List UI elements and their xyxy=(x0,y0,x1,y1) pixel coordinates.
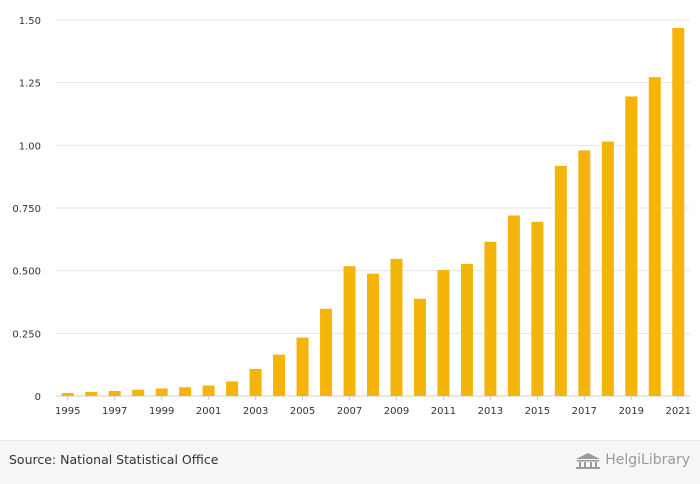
bar-2012[interactable] xyxy=(460,263,473,396)
bar-2011[interactable] xyxy=(437,269,450,396)
gridlines xyxy=(56,19,690,397)
x-tick-label: 2011 xyxy=(431,406,456,417)
x-tick-label: 1995 xyxy=(55,406,80,417)
bar-2007[interactable] xyxy=(343,266,356,396)
y-tick-label: 0.250 xyxy=(12,329,41,340)
bar-2013[interactable] xyxy=(484,241,497,396)
bars xyxy=(61,28,685,397)
x-tick-label: 2019 xyxy=(619,406,644,417)
y-tick-label: 1.50 xyxy=(19,16,41,27)
x-tick-label: 2005 xyxy=(290,406,315,417)
y-tick-label: 0.750 xyxy=(12,204,41,215)
bar-2021[interactable] xyxy=(672,28,685,397)
bar-2020[interactable] xyxy=(648,77,661,396)
brand-logo[interactable]: HelgiLibrary xyxy=(574,451,690,469)
x-tick-label: 2015 xyxy=(525,406,550,417)
bar-1996[interactable] xyxy=(85,391,98,396)
bar-1998[interactable] xyxy=(132,389,145,396)
bar-2018[interactable] xyxy=(601,141,614,396)
bar-2004[interactable] xyxy=(273,354,286,396)
y-tick-label: 0 xyxy=(35,392,41,403)
bar-2019[interactable] xyxy=(625,96,638,396)
bar-2015[interactable] xyxy=(531,221,544,396)
x-tick-label: 2021 xyxy=(666,406,691,417)
y-tick-label: 1.00 xyxy=(19,141,41,152)
x-tick-label: 2009 xyxy=(384,406,409,417)
bar-2017[interactable] xyxy=(578,150,591,396)
y-tick-label: 1.25 xyxy=(19,79,41,90)
bar-2005[interactable] xyxy=(296,337,309,396)
bar-1999[interactable] xyxy=(155,388,168,396)
bar-2008[interactable] xyxy=(367,273,379,396)
bar-2003[interactable] xyxy=(249,368,262,396)
bar-2002[interactable] xyxy=(226,381,239,396)
x-tick-label: 1997 xyxy=(102,406,127,417)
x-tick-label: 1999 xyxy=(149,406,174,417)
bar-2010[interactable] xyxy=(413,298,426,396)
x-axis: 1995 1997 1999 2001 2003 2005 2007 2009 2011 2013… xyxy=(55,396,691,417)
y-tick-label: 0.500 xyxy=(12,267,41,278)
chart-footer: Source: National Statistical Office Helg… xyxy=(0,440,700,484)
bar-2016[interactable] xyxy=(554,165,567,396)
bar-2001[interactable] xyxy=(202,385,215,396)
brand-name: HelgiLibrary xyxy=(605,452,690,468)
bar-2006[interactable] xyxy=(320,308,333,396)
source-note: Source: National Statistical Office xyxy=(9,452,219,467)
y-axis: 0 0.250 0.500 0.750 1.00 1.25 1.50 xyxy=(12,16,41,403)
bar-1997[interactable] xyxy=(108,390,121,396)
bar-2014[interactable] xyxy=(507,215,520,396)
bar-2000[interactable] xyxy=(179,387,192,396)
x-tick-label: 2007 xyxy=(337,406,362,417)
x-tick-label: 2003 xyxy=(243,406,268,417)
bar-1995[interactable] xyxy=(61,392,74,396)
library-building-icon xyxy=(576,453,601,469)
x-tick-label: 2001 xyxy=(196,406,221,417)
x-tick-label: 2017 xyxy=(572,406,597,417)
bar-2009[interactable] xyxy=(390,258,403,396)
x-tick-label: 2013 xyxy=(478,406,503,417)
